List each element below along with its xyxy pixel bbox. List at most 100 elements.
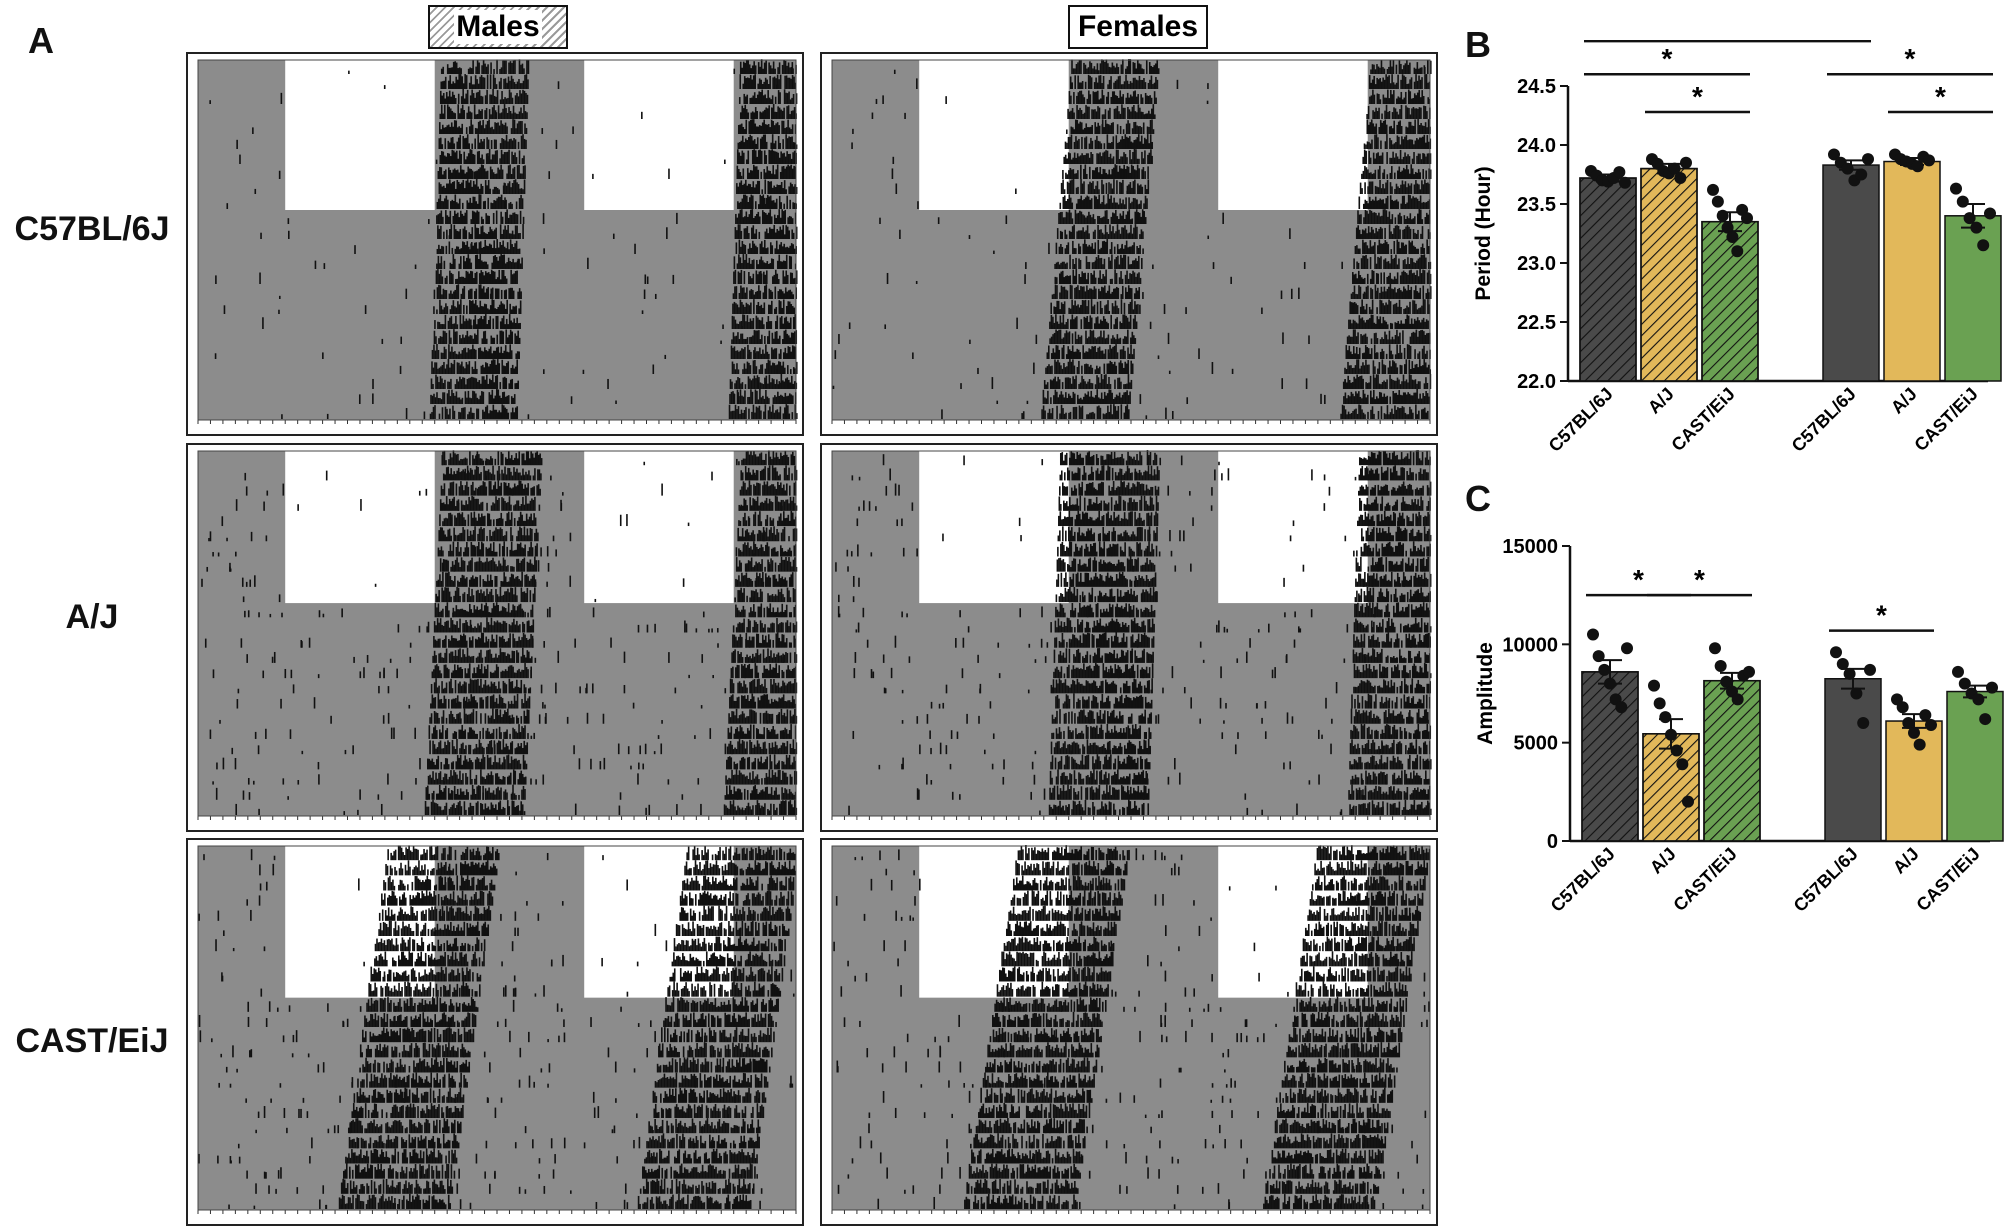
activity-bars xyxy=(835,450,1432,815)
y-axis-label: Period (Hour) xyxy=(1472,166,1495,300)
data-point xyxy=(1958,677,1971,690)
significance-star: * xyxy=(1692,81,1703,112)
actogram-frame xyxy=(831,59,1431,421)
hour-ticks xyxy=(197,816,797,820)
females-column-label: Females xyxy=(1068,5,1208,49)
category-label: C57BL/6J xyxy=(1547,844,1619,916)
category-label: CAST/EiJ xyxy=(1667,384,1738,455)
data-point xyxy=(1830,646,1842,659)
bar xyxy=(1946,690,2004,842)
actogram-aj-males xyxy=(186,443,804,832)
light-phase-block xyxy=(584,60,734,210)
data-point xyxy=(1587,628,1599,641)
data-point xyxy=(1911,160,1924,173)
y-tick-label: 0 xyxy=(1547,831,1558,853)
data-point xyxy=(1741,212,1753,225)
hour-ticks xyxy=(831,1210,1431,1214)
panel-c-letter: C xyxy=(1465,478,1491,519)
data-point xyxy=(1864,663,1876,676)
significance-star: * xyxy=(1694,564,1705,595)
bar xyxy=(1885,720,1943,842)
data-point xyxy=(1913,738,1926,751)
males-column-label: Males xyxy=(428,5,568,49)
y-tick-label: 23.0 xyxy=(1517,253,1556,275)
data-point xyxy=(1714,659,1727,672)
data-point xyxy=(1970,221,1983,234)
actogram-frame xyxy=(831,845,1431,1211)
data-point xyxy=(1615,701,1628,714)
data-point xyxy=(1598,663,1611,676)
data-point xyxy=(1902,717,1915,729)
data-point xyxy=(1659,711,1672,724)
data-point xyxy=(1731,693,1744,706)
y-tick-label: 22.0 xyxy=(1517,371,1556,393)
data-point xyxy=(1668,162,1681,175)
data-point xyxy=(1709,642,1721,655)
y-tick-label: 5000 xyxy=(1514,733,1559,755)
data-point xyxy=(1979,713,1992,726)
data-point xyxy=(1950,182,1962,195)
bar-hatch xyxy=(1581,671,1639,842)
data-point xyxy=(1743,665,1755,678)
significance-star: * xyxy=(1935,81,1946,112)
y-tick-label: 23.5 xyxy=(1517,194,1556,216)
activity-bars xyxy=(198,845,797,1209)
data-point xyxy=(1619,176,1631,189)
data-point xyxy=(1919,709,1932,722)
activity-bars xyxy=(201,450,798,815)
data-point xyxy=(1711,195,1724,208)
category-label: A/J xyxy=(1646,844,1680,878)
light-phase-block xyxy=(285,60,435,210)
actogram-c57bl6j-females xyxy=(820,52,1438,436)
hour-ticks xyxy=(197,1210,797,1214)
row-label-aj: A/J xyxy=(65,598,119,636)
data-point xyxy=(1721,221,1734,234)
y-tick-label: 24.5 xyxy=(1517,76,1556,98)
significance-star: * xyxy=(1662,43,1673,74)
data-point xyxy=(1674,172,1687,185)
data-point xyxy=(1896,701,1909,714)
category-label: CAST/EiJ xyxy=(1912,844,1983,915)
data-point xyxy=(1850,687,1863,700)
row-label-castEij: CAST/EiJ xyxy=(15,1022,169,1060)
light-phase-block xyxy=(285,451,435,604)
bar xyxy=(1944,215,2002,382)
activity-bars xyxy=(832,59,1432,419)
significance-star: * xyxy=(1633,564,1644,595)
actogram-frame xyxy=(831,450,1431,817)
data-point xyxy=(1648,679,1660,692)
y-tick-label: 10000 xyxy=(1502,634,1558,656)
hour-ticks xyxy=(831,420,1431,424)
data-point xyxy=(1653,697,1666,710)
bar xyxy=(1883,160,1941,382)
actogram-castEij-females xyxy=(820,838,1438,1226)
category-label: C57BL/6J xyxy=(1788,384,1860,456)
data-point xyxy=(1986,681,1998,694)
data-point xyxy=(1613,166,1626,179)
data-point xyxy=(1726,231,1739,244)
data-point xyxy=(1862,153,1874,166)
data-point xyxy=(1952,665,1964,678)
y-tick-label: 15000 xyxy=(1502,536,1558,558)
y-axis-label: Amplitude xyxy=(1474,642,1497,745)
bar-hatch xyxy=(1701,220,1759,382)
significance-star: * xyxy=(1905,43,1916,74)
actogram-aj-females xyxy=(820,443,1438,832)
actogram-castEij-males xyxy=(186,838,804,1226)
data-point xyxy=(1680,156,1692,169)
males-label-text: Males xyxy=(454,10,542,44)
data-point xyxy=(1841,162,1854,175)
data-point xyxy=(1923,154,1935,167)
category-label: A/J xyxy=(1887,384,1921,418)
data-point xyxy=(1908,726,1920,739)
category-label: A/J xyxy=(1644,384,1678,418)
bar xyxy=(1822,164,1880,382)
light-phase-block xyxy=(1218,60,1368,210)
actogram-frame xyxy=(197,59,797,421)
period-chart: 22.0 22.5 23.0 23.5 24.0 24.5 Period (Hour) C57… xyxy=(1450,10,2007,485)
light-phase-block xyxy=(1218,451,1368,604)
actogram-frame xyxy=(197,450,797,817)
y-tick-label: 22.5 xyxy=(1517,312,1556,334)
data-point xyxy=(1604,677,1616,690)
category-label: CAST/EiJ xyxy=(1669,844,1740,915)
